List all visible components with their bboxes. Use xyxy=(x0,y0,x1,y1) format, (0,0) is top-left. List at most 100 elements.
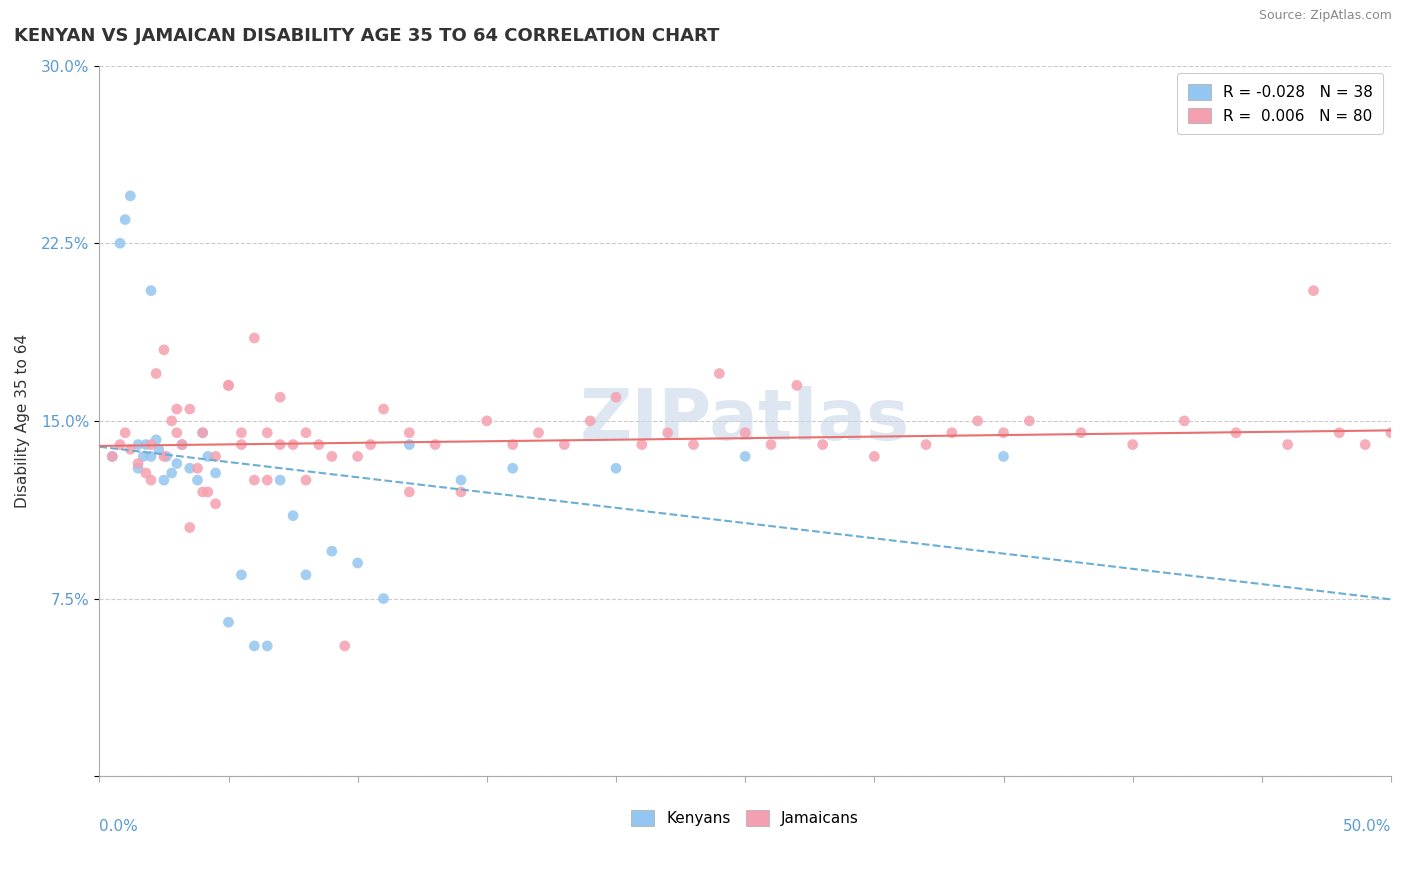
Point xyxy=(1277,437,1299,451)
Point xyxy=(132,450,155,464)
Y-axis label: Disability Age 35 to 64: Disability Age 35 to 64 xyxy=(15,334,30,508)
Point xyxy=(450,473,472,487)
Point xyxy=(114,425,136,440)
Point xyxy=(759,437,782,451)
Point xyxy=(1225,425,1247,440)
Point xyxy=(166,425,188,440)
Point xyxy=(553,437,575,451)
Point xyxy=(734,450,756,464)
Point xyxy=(502,437,524,451)
Point xyxy=(153,343,176,357)
Point xyxy=(101,450,124,464)
Point xyxy=(160,466,183,480)
Point xyxy=(135,466,157,480)
Point xyxy=(811,437,834,451)
Text: 50.0%: 50.0% xyxy=(1343,819,1391,834)
Point xyxy=(179,461,201,475)
Point xyxy=(308,437,330,451)
Point xyxy=(218,378,240,392)
Point xyxy=(256,425,278,440)
Point xyxy=(993,425,1015,440)
Text: KENYAN VS JAMAICAN DISABILITY AGE 35 TO 64 CORRELATION CHART: KENYAN VS JAMAICAN DISABILITY AGE 35 TO … xyxy=(14,27,720,45)
Point xyxy=(127,461,149,475)
Point xyxy=(139,473,162,487)
Point xyxy=(527,425,550,440)
Text: Source: ZipAtlas.com: Source: ZipAtlas.com xyxy=(1258,9,1392,22)
Point xyxy=(191,485,214,500)
Point xyxy=(170,437,193,451)
Point xyxy=(1302,284,1324,298)
Point xyxy=(135,437,157,451)
Point xyxy=(218,615,240,630)
Legend: R = -0.028   N = 38, R =  0.006   N = 80: R = -0.028 N = 38, R = 0.006 N = 80 xyxy=(1177,73,1384,134)
Point xyxy=(108,236,131,251)
Point xyxy=(191,425,214,440)
Point xyxy=(204,450,226,464)
Point xyxy=(256,639,278,653)
Point xyxy=(145,433,167,447)
Point xyxy=(148,442,170,457)
Point xyxy=(786,378,808,392)
Point xyxy=(993,450,1015,464)
Point xyxy=(579,414,602,428)
Point xyxy=(360,437,382,451)
Point xyxy=(155,450,177,464)
Point xyxy=(153,450,176,464)
Point xyxy=(179,520,201,534)
Point xyxy=(295,425,318,440)
Point xyxy=(243,473,266,487)
Point xyxy=(231,425,253,440)
Point xyxy=(139,437,162,451)
Point xyxy=(502,461,524,475)
Point xyxy=(269,473,291,487)
Point xyxy=(204,466,226,480)
Point xyxy=(281,437,304,451)
Point xyxy=(108,437,131,451)
Point xyxy=(120,189,142,203)
Point xyxy=(218,378,240,392)
Point xyxy=(145,367,167,381)
Point xyxy=(475,414,498,428)
Point xyxy=(398,485,420,500)
Point xyxy=(346,556,368,570)
Point xyxy=(243,639,266,653)
Point xyxy=(941,425,963,440)
Point xyxy=(204,497,226,511)
Text: 0.0%: 0.0% xyxy=(100,819,138,834)
Point xyxy=(398,437,420,451)
Point xyxy=(139,284,162,298)
Point xyxy=(1122,437,1144,451)
Point xyxy=(191,425,214,440)
Point xyxy=(114,212,136,227)
Point xyxy=(231,437,253,451)
Point xyxy=(153,473,176,487)
Point xyxy=(269,437,291,451)
Point xyxy=(179,402,201,417)
Point xyxy=(398,425,420,440)
Point xyxy=(1354,437,1376,451)
Point xyxy=(101,450,124,464)
Point xyxy=(373,402,395,417)
Point xyxy=(197,450,219,464)
Point xyxy=(295,567,318,582)
Point xyxy=(1018,414,1040,428)
Point xyxy=(425,437,447,451)
Point xyxy=(657,425,679,440)
Point xyxy=(127,457,149,471)
Point xyxy=(915,437,938,451)
Point xyxy=(734,425,756,440)
Point xyxy=(373,591,395,606)
Point xyxy=(1329,425,1351,440)
Point xyxy=(160,414,183,428)
Point xyxy=(1173,414,1195,428)
Point xyxy=(863,450,886,464)
Point xyxy=(346,450,368,464)
Point xyxy=(333,639,356,653)
Point xyxy=(281,508,304,523)
Point xyxy=(139,450,162,464)
Point xyxy=(186,461,208,475)
Point xyxy=(120,442,142,457)
Point xyxy=(450,485,472,500)
Point xyxy=(321,450,343,464)
Point xyxy=(166,457,188,471)
